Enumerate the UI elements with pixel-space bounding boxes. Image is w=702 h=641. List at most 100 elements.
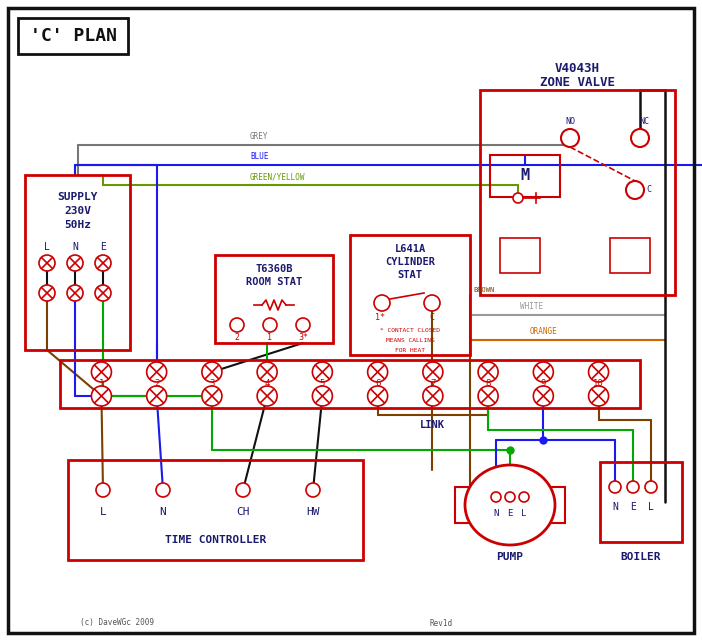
Text: (c) DaveWGc 2009: (c) DaveWGc 2009 <box>80 619 154 628</box>
Text: E: E <box>630 502 636 512</box>
Bar <box>455 487 473 523</box>
Text: C: C <box>430 313 435 322</box>
Text: NC: NC <box>639 117 649 126</box>
Text: ROOM STAT: ROOM STAT <box>246 277 302 287</box>
Bar <box>600 462 682 542</box>
Circle shape <box>626 181 644 199</box>
Text: 4: 4 <box>265 379 270 388</box>
Circle shape <box>156 483 170 497</box>
Text: 1: 1 <box>99 379 104 388</box>
Text: L641A: L641A <box>395 244 425 254</box>
Text: FOR HEAT: FOR HEAT <box>395 347 425 353</box>
Text: L: L <box>44 242 50 252</box>
Circle shape <box>478 362 498 382</box>
Circle shape <box>478 386 498 406</box>
Text: 7: 7 <box>430 379 435 388</box>
Circle shape <box>96 483 110 497</box>
Text: HW: HW <box>306 507 319 517</box>
Circle shape <box>91 386 112 406</box>
Text: BOILER: BOILER <box>621 552 661 562</box>
Text: 10: 10 <box>593 379 604 388</box>
Circle shape <box>374 295 390 311</box>
Text: ZONE VALVE: ZONE VALVE <box>540 76 615 88</box>
Text: ORANGE: ORANGE <box>530 327 558 336</box>
Circle shape <box>39 285 55 301</box>
Text: 1*: 1* <box>375 313 385 322</box>
Text: 3: 3 <box>209 379 215 388</box>
Text: STAT: STAT <box>397 270 423 280</box>
Circle shape <box>95 285 111 301</box>
Text: N: N <box>159 507 166 517</box>
Circle shape <box>368 362 388 382</box>
Circle shape <box>312 386 332 406</box>
Bar <box>500 238 540 273</box>
Bar <box>25 175 130 350</box>
Text: N: N <box>612 502 618 512</box>
Text: BROWN: BROWN <box>473 287 494 293</box>
Circle shape <box>147 362 166 382</box>
Text: Rev1d: Rev1d <box>430 619 453 628</box>
Text: C: C <box>647 185 651 194</box>
Text: 50Hz: 50Hz <box>64 220 91 230</box>
Bar <box>60 360 640 408</box>
Circle shape <box>561 129 579 147</box>
Circle shape <box>67 285 83 301</box>
Text: 6: 6 <box>375 379 380 388</box>
Circle shape <box>67 255 83 271</box>
Circle shape <box>424 295 440 311</box>
Circle shape <box>263 318 277 332</box>
Text: 2: 2 <box>234 333 239 342</box>
Circle shape <box>491 492 501 502</box>
Text: TIME CONTROLLER: TIME CONTROLLER <box>165 535 266 545</box>
Circle shape <box>39 255 55 271</box>
Text: T6360B: T6360B <box>256 264 293 274</box>
Text: E: E <box>100 242 106 252</box>
Circle shape <box>645 481 657 493</box>
Circle shape <box>147 386 166 406</box>
Text: N: N <box>72 242 78 252</box>
Bar <box>18 18 128 54</box>
Text: PUMP: PUMP <box>496 552 524 562</box>
Circle shape <box>230 318 244 332</box>
Circle shape <box>631 129 649 147</box>
Circle shape <box>423 362 443 382</box>
Ellipse shape <box>465 465 555 545</box>
Bar <box>350 235 470 355</box>
Circle shape <box>588 386 609 406</box>
Circle shape <box>257 386 277 406</box>
Text: N: N <box>494 508 498 517</box>
Bar <box>610 238 650 273</box>
Text: GREEN/YELLOW: GREEN/YELLOW <box>250 172 305 181</box>
Text: 230V: 230V <box>64 206 91 216</box>
Bar <box>215 255 333 343</box>
Text: WHITE: WHITE <box>520 302 543 311</box>
Circle shape <box>627 481 639 493</box>
Circle shape <box>513 193 523 203</box>
Text: MEANS CALLING: MEANS CALLING <box>385 338 435 342</box>
Circle shape <box>296 318 310 332</box>
Text: 5: 5 <box>319 379 325 388</box>
Text: NO: NO <box>565 117 575 126</box>
Circle shape <box>202 362 222 382</box>
Circle shape <box>368 386 388 406</box>
Text: BLUE: BLUE <box>250 152 268 161</box>
Circle shape <box>609 481 621 493</box>
Text: GREY: GREY <box>250 132 268 141</box>
Bar <box>547 487 565 523</box>
Text: 9: 9 <box>541 379 546 388</box>
Circle shape <box>312 362 332 382</box>
Bar <box>480 90 675 295</box>
Text: 'C' PLAN: 'C' PLAN <box>29 27 117 45</box>
Text: 1: 1 <box>267 333 272 342</box>
Text: CYLINDER: CYLINDER <box>385 257 435 267</box>
Circle shape <box>91 362 112 382</box>
Circle shape <box>423 386 443 406</box>
Circle shape <box>505 492 515 502</box>
Circle shape <box>236 483 250 497</box>
Circle shape <box>306 483 320 497</box>
Text: * CONTACT CLOSED: * CONTACT CLOSED <box>380 328 440 333</box>
Bar <box>490 155 560 197</box>
Text: SUPPLY: SUPPLY <box>58 192 98 202</box>
Text: LINK: LINK <box>420 420 445 430</box>
Circle shape <box>202 386 222 406</box>
